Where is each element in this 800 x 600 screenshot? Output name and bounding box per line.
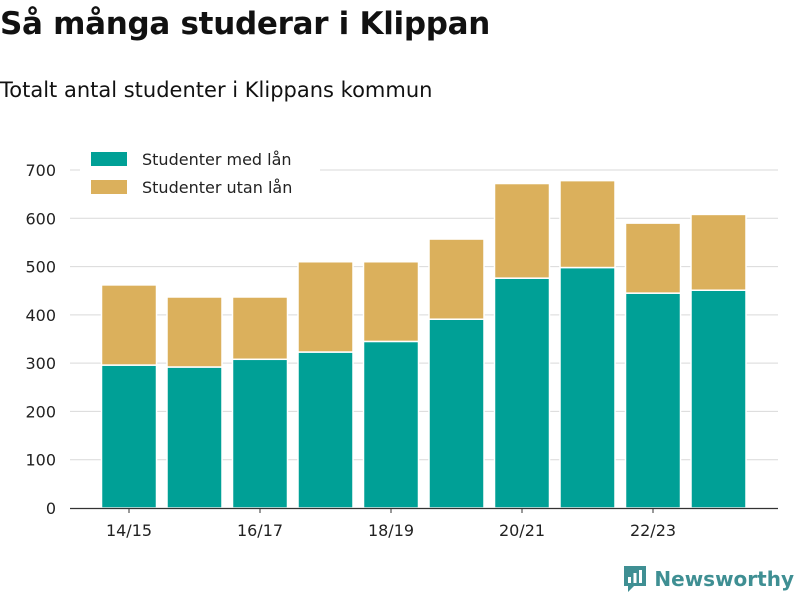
bar-segment-utan-lan <box>428 238 485 320</box>
bar-segment-utan-lan <box>297 260 354 353</box>
newsworthy-logo: Newsworthy <box>622 564 794 594</box>
x-tick-label: 16/17 <box>237 521 283 540</box>
y-axis: 0 100 200 300 400 500 600 700 <box>25 161 56 518</box>
x-tick-label: 14/15 <box>106 521 152 540</box>
bar-segment-utan-lan <box>100 284 158 366</box>
bar-segment-med-lan <box>166 366 223 509</box>
bar-segment-utan-lan <box>690 213 747 291</box>
chart-title: Så många studerar i Klippan <box>0 6 491 42</box>
x-tick-label: 20/21 <box>499 521 545 540</box>
bar-segment-med-lan <box>231 358 289 509</box>
bar-segment-med-lan <box>624 292 682 509</box>
y-tick-label: 600 <box>25 209 56 228</box>
x-tick-label: 18/19 <box>368 521 414 540</box>
y-tick-label: 200 <box>25 402 56 421</box>
bar-segment-med-lan <box>428 318 485 509</box>
y-tick-label: 700 <box>25 161 56 180</box>
y-tick-label: 300 <box>25 354 56 373</box>
legend: Studenter med lån Studenter utan lån <box>80 146 320 200</box>
bar-segment-utan-lan <box>559 179 616 269</box>
x-axis: 14/15 16/17 18/19 20/21 22/23 <box>70 507 778 540</box>
bar-segment-utan-lan <box>166 296 223 368</box>
y-tick-label: 100 <box>25 451 56 470</box>
bar-segment-med-lan <box>493 277 551 509</box>
bar-segment-utan-lan <box>493 182 551 279</box>
newsworthy-logo-icon <box>624 566 647 592</box>
y-tick-label: 500 <box>25 258 56 277</box>
y-tick-label: 400 <box>25 306 56 325</box>
bar-segment-utan-lan <box>624 222 682 294</box>
bar-segment-med-lan <box>559 266 616 509</box>
bar-segment-med-lan <box>362 340 420 509</box>
legend-label: Studenter med lån <box>142 150 292 169</box>
legend-swatch <box>91 152 127 166</box>
chart-subtitle: Totalt antal studenter i Klippans kommun <box>0 78 433 102</box>
y-tick-label: 0 <box>46 499 56 518</box>
legend-swatch <box>91 180 127 194</box>
bar-segment-med-lan <box>297 351 354 509</box>
legend-label: Studenter utan lån <box>142 178 292 197</box>
bar-segment-med-lan <box>690 289 747 509</box>
bars <box>100 179 747 509</box>
bar-segment-utan-lan <box>362 260 420 343</box>
bar-segment-med-lan <box>100 364 158 509</box>
x-tick-label: 22/23 <box>630 521 676 540</box>
bar-segment-utan-lan <box>231 296 289 361</box>
brand-name: Newsworthy <box>654 567 794 591</box>
